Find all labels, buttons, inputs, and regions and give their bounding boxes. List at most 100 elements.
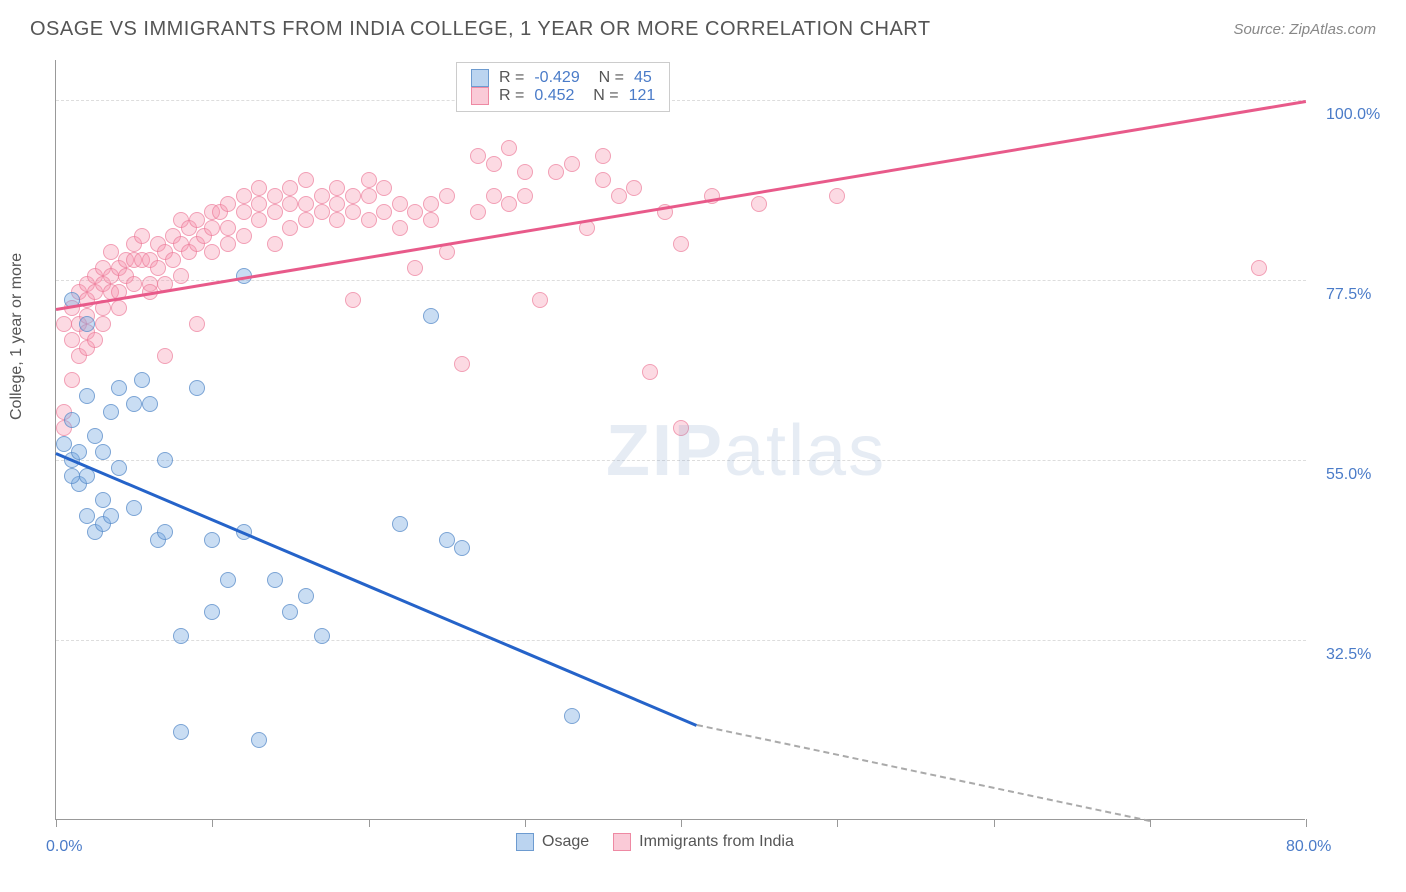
trend-line xyxy=(56,452,698,726)
scatter-point xyxy=(298,588,314,604)
scatter-point xyxy=(204,244,220,260)
scatter-point xyxy=(134,372,150,388)
scatter-point xyxy=(282,220,298,236)
scatter-point xyxy=(501,140,517,156)
scatter-point xyxy=(407,204,423,220)
x-tick xyxy=(837,819,838,827)
scatter-point xyxy=(142,396,158,412)
scatter-point xyxy=(111,300,127,316)
scatter-point xyxy=(157,524,173,540)
scatter-point xyxy=(267,188,283,204)
scatter-point xyxy=(251,196,267,212)
scatter-point xyxy=(517,188,533,204)
x-tick xyxy=(525,819,526,827)
scatter-point xyxy=(251,732,267,748)
scatter-point xyxy=(64,372,80,388)
gridline xyxy=(56,640,1306,641)
scatter-point xyxy=(251,212,267,228)
scatter-point xyxy=(564,156,580,172)
scatter-point xyxy=(314,628,330,644)
scatter-point xyxy=(345,188,361,204)
source-attribution: Source: ZipAtlas.com xyxy=(1233,21,1376,38)
swatch-blue-icon xyxy=(516,833,534,851)
r-value-india: 0.452 xyxy=(534,87,574,105)
legend-item-osage: Osage xyxy=(516,833,589,851)
legend-label-india: Immigrants from India xyxy=(639,833,794,851)
scatter-point xyxy=(64,332,80,348)
legend-row-osage: R = -0.429 N = 45 xyxy=(471,69,655,87)
r-value-osage: -0.429 xyxy=(534,69,579,87)
scatter-point xyxy=(267,236,283,252)
trend-line-dashed xyxy=(696,724,1150,822)
scatter-point xyxy=(298,212,314,228)
scatter-point xyxy=(189,212,205,228)
scatter-point xyxy=(267,204,283,220)
scatter-point xyxy=(361,172,377,188)
scatter-point xyxy=(267,572,283,588)
scatter-point xyxy=(470,204,486,220)
scatter-point xyxy=(486,188,502,204)
scatter-point xyxy=(56,436,72,452)
gridline xyxy=(56,100,1306,101)
scatter-point xyxy=(103,244,119,260)
scatter-point xyxy=(103,508,119,524)
legend-label-osage: Osage xyxy=(542,833,589,851)
scatter-point xyxy=(87,332,103,348)
scatter-point xyxy=(236,204,252,220)
scatter-point xyxy=(220,572,236,588)
scatter-point xyxy=(361,188,377,204)
scatter-point xyxy=(204,220,220,236)
scatter-point xyxy=(95,492,111,508)
legend-item-india: Immigrants from India xyxy=(613,833,794,851)
scatter-point xyxy=(329,180,345,196)
scatter-point xyxy=(220,196,236,212)
scatter-point xyxy=(204,604,220,620)
x-tick-label: 80.0% xyxy=(1286,838,1331,856)
scatter-point xyxy=(329,196,345,212)
scatter-point xyxy=(126,396,142,412)
gridline xyxy=(56,460,1306,461)
scatter-point xyxy=(329,212,345,228)
x-tick xyxy=(56,819,57,827)
scatter-point xyxy=(64,412,80,428)
scatter-point xyxy=(173,268,189,284)
scatter-point xyxy=(361,212,377,228)
chart-header: OSAGE VS IMMIGRANTS FROM INDIA COLLEGE, … xyxy=(0,0,1406,51)
scatter-point xyxy=(564,708,580,724)
scatter-point xyxy=(173,628,189,644)
swatch-pink-icon xyxy=(471,87,489,105)
scatter-point xyxy=(298,196,314,212)
scatter-point xyxy=(111,380,127,396)
scatter-point xyxy=(454,540,470,556)
y-tick-label: 55.0% xyxy=(1326,466,1371,484)
scatter-point xyxy=(165,252,181,268)
scatter-point xyxy=(64,468,80,484)
scatter-point xyxy=(103,404,119,420)
scatter-point xyxy=(345,292,361,308)
scatter-point xyxy=(189,316,205,332)
y-axis-label: College, 1 year or more xyxy=(8,253,26,420)
scatter-point xyxy=(126,276,142,292)
scatter-point xyxy=(392,196,408,212)
scatter-point xyxy=(95,444,111,460)
scatter-point xyxy=(126,500,142,516)
n-value-india: 121 xyxy=(629,87,656,105)
x-tick xyxy=(994,819,995,827)
scatter-point xyxy=(376,204,392,220)
y-tick-label: 77.5% xyxy=(1326,286,1371,304)
scatter-point xyxy=(189,380,205,396)
scatter-point xyxy=(236,228,252,244)
swatch-blue-icon xyxy=(471,69,489,87)
scatter-point xyxy=(486,156,502,172)
legend-series: Osage Immigrants from India xyxy=(516,833,794,851)
scatter-point xyxy=(423,196,439,212)
scatter-point xyxy=(87,428,103,444)
scatter-point xyxy=(517,164,533,180)
scatter-point xyxy=(642,364,658,380)
scatter-point xyxy=(423,308,439,324)
scatter-point xyxy=(298,172,314,188)
scatter-point xyxy=(532,292,548,308)
scatter-point xyxy=(79,508,95,524)
scatter-point xyxy=(79,316,95,332)
n-value-osage: 45 xyxy=(634,69,652,87)
